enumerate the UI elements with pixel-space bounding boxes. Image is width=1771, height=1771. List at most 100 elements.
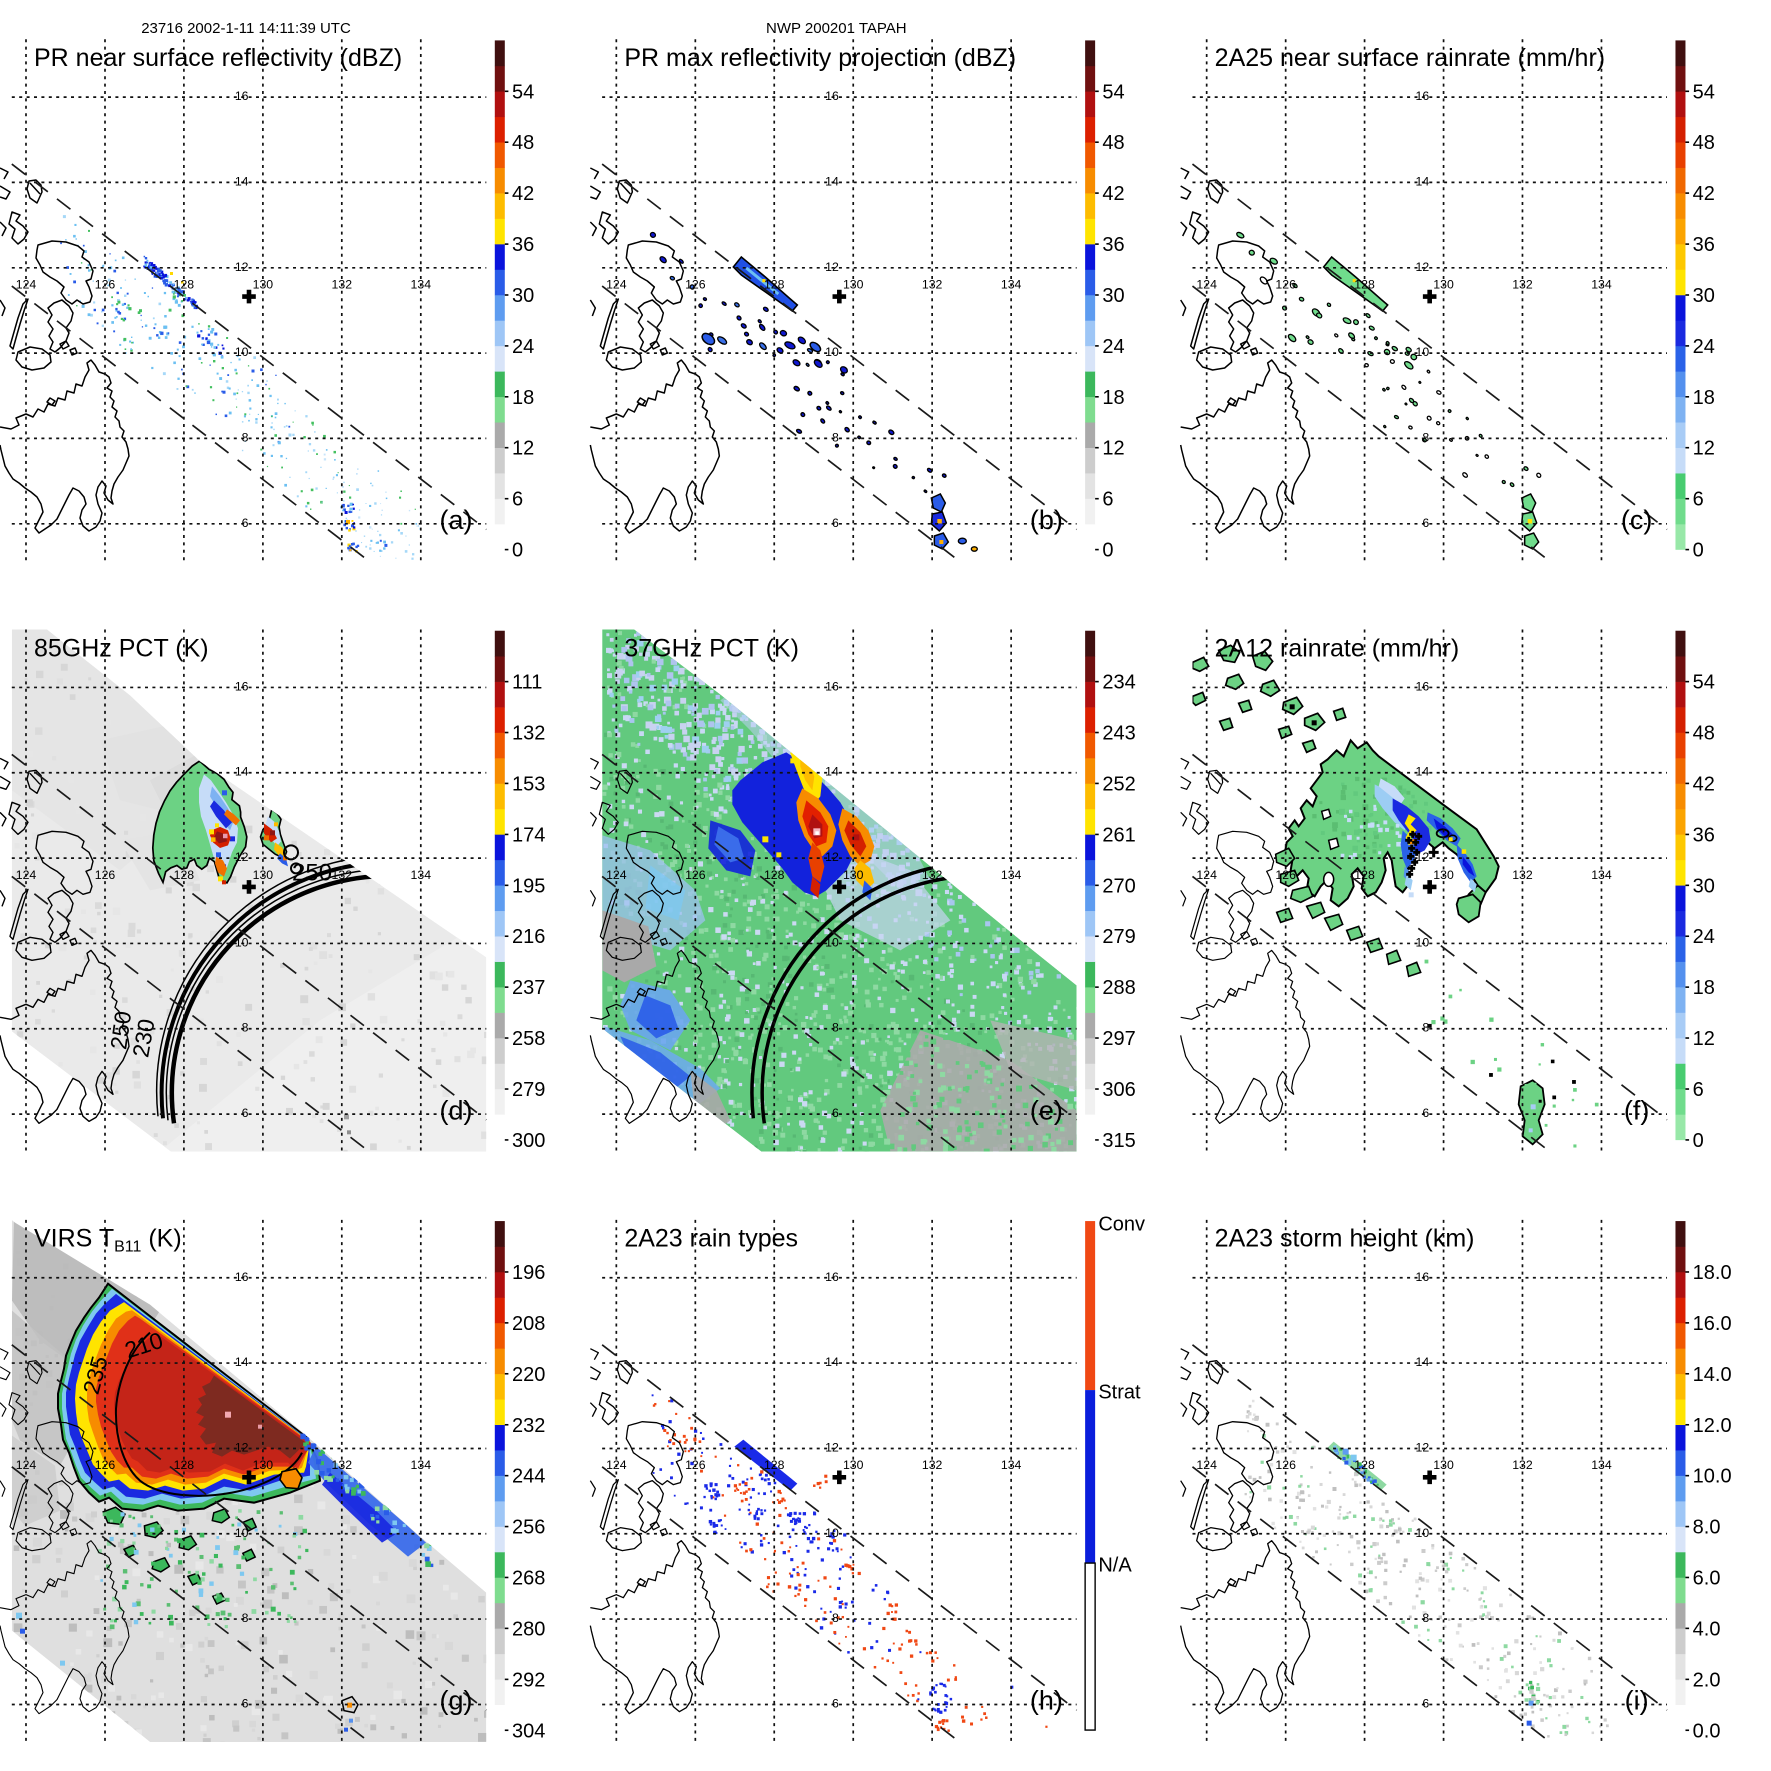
svg-text:153: 153 [512, 773, 545, 795]
svg-text:126: 126 [95, 278, 116, 292]
svg-text:132: 132 [922, 868, 943, 882]
svg-text:16: 16 [235, 679, 249, 693]
svg-text:134: 134 [411, 1458, 432, 1472]
svg-text:304: 304 [512, 1720, 545, 1742]
svg-text:134: 134 [411, 278, 432, 292]
svg-text:195: 195 [512, 875, 545, 897]
svg-text:124: 124 [16, 868, 37, 882]
svg-text:6: 6 [1102, 489, 1113, 511]
svg-text:280: 280 [512, 1618, 545, 1640]
svg-text:6: 6 [1422, 1696, 1429, 1710]
svg-text:134: 134 [1001, 278, 1022, 292]
svg-text:132: 132 [332, 1458, 353, 1472]
svg-text:12: 12 [235, 1440, 249, 1454]
svg-text:250: 250 [105, 1009, 136, 1051]
svg-text:126: 126 [1275, 1458, 1296, 1472]
svg-text:134: 134 [1591, 278, 1612, 292]
svg-text:134: 134 [411, 868, 432, 882]
svg-text:132: 132 [512, 723, 545, 745]
svg-text:6: 6 [832, 1106, 839, 1120]
svg-text:(e): (e) [1030, 1095, 1063, 1125]
svg-text:261: 261 [1102, 824, 1135, 846]
svg-text:130: 130 [253, 278, 274, 292]
svg-text:111: 111 [512, 672, 542, 694]
svg-text:24: 24 [512, 336, 534, 358]
svg-text:14: 14 [235, 174, 249, 188]
svg-text:0: 0 [1693, 1130, 1704, 1152]
svg-text:216: 216 [512, 926, 545, 948]
svg-text:124: 124 [1196, 1458, 1217, 1472]
svg-text:128: 128 [1354, 1458, 1375, 1472]
svg-text:288: 288 [1102, 977, 1135, 999]
svg-text:297: 297 [1102, 1028, 1135, 1050]
svg-text:36: 36 [512, 234, 534, 256]
svg-text:134: 134 [1001, 1458, 1022, 1472]
svg-text:2A23 rain types: 2A23 rain types [624, 1225, 798, 1253]
svg-text:14: 14 [825, 174, 839, 188]
svg-text:8: 8 [1422, 1021, 1429, 1035]
svg-text:134: 134 [1591, 868, 1612, 882]
svg-text:244: 244 [512, 1466, 545, 1488]
svg-text:85GHz PCT (K): 85GHz PCT (K) [34, 634, 209, 662]
svg-text:6: 6 [242, 1696, 249, 1710]
svg-text:126: 126 [685, 1458, 706, 1472]
svg-text:42: 42 [1693, 183, 1715, 205]
svg-text:315: 315 [1102, 1130, 1135, 1152]
svg-text:237: 237 [512, 977, 545, 999]
svg-text:14: 14 [1415, 174, 1429, 188]
svg-text:130: 130 [253, 868, 274, 882]
svg-text:132: 132 [332, 868, 353, 882]
svg-text:54: 54 [512, 81, 534, 103]
svg-text:PR max reflectivity projection: PR max reflectivity projection (dBZ) [624, 44, 1016, 72]
svg-text:126: 126 [95, 1458, 116, 1472]
svg-text:12: 12 [825, 850, 839, 864]
svg-text:132: 132 [1512, 1458, 1533, 1472]
svg-text:Strat: Strat [1098, 1382, 1141, 1404]
svg-text:268: 268 [512, 1567, 545, 1589]
svg-text:0: 0 [512, 540, 523, 562]
svg-text:24: 24 [1693, 926, 1715, 948]
svg-text:126: 126 [1275, 278, 1296, 292]
svg-text:12: 12 [1693, 1028, 1715, 1050]
svg-text:(g): (g) [440, 1686, 473, 1716]
svg-text:8: 8 [242, 430, 249, 444]
svg-text:0: 0 [1693, 540, 1704, 562]
svg-text:12: 12 [1102, 438, 1124, 460]
svg-text:42: 42 [1693, 773, 1715, 795]
svg-text:124: 124 [1196, 278, 1217, 292]
svg-text:10: 10 [1415, 1526, 1429, 1540]
svg-text:174: 174 [512, 824, 545, 846]
svg-text:220: 220 [512, 1364, 545, 1386]
svg-text:23716 2002-1-11 14:11:39 UTC: 23716 2002-1-11 14:11:39 UTC [141, 20, 351, 37]
svg-text:16: 16 [825, 679, 839, 693]
svg-text:8: 8 [242, 1021, 249, 1035]
svg-text:130: 130 [1433, 1458, 1454, 1472]
svg-text:128: 128 [764, 868, 785, 882]
svg-text:48: 48 [1693, 132, 1715, 154]
svg-text:128: 128 [174, 868, 195, 882]
svg-text:12: 12 [235, 850, 249, 864]
svg-text:132: 132 [1512, 278, 1533, 292]
svg-text:300: 300 [512, 1130, 545, 1152]
svg-text:128: 128 [174, 278, 195, 292]
svg-text:270: 270 [1102, 875, 1135, 897]
svg-text:42: 42 [512, 183, 534, 205]
svg-text:6: 6 [242, 516, 249, 530]
svg-text:16: 16 [825, 89, 839, 103]
svg-text:126: 126 [685, 278, 706, 292]
svg-text:8: 8 [832, 1611, 839, 1625]
svg-text:124: 124 [1196, 868, 1217, 882]
svg-text:128: 128 [764, 278, 785, 292]
svg-text:18: 18 [1693, 977, 1715, 999]
svg-text:12: 12 [512, 438, 534, 460]
svg-text:16: 16 [1415, 679, 1429, 693]
svg-text:128: 128 [1354, 278, 1375, 292]
svg-text:48: 48 [1693, 723, 1715, 745]
svg-text:14: 14 [235, 765, 249, 779]
svg-text:10: 10 [1415, 345, 1429, 359]
svg-text:130: 130 [843, 868, 864, 882]
svg-text:18: 18 [1102, 387, 1124, 409]
svg-text:130: 130 [1433, 868, 1454, 882]
svg-text:36: 36 [1693, 824, 1715, 846]
svg-text:48: 48 [1102, 132, 1124, 154]
